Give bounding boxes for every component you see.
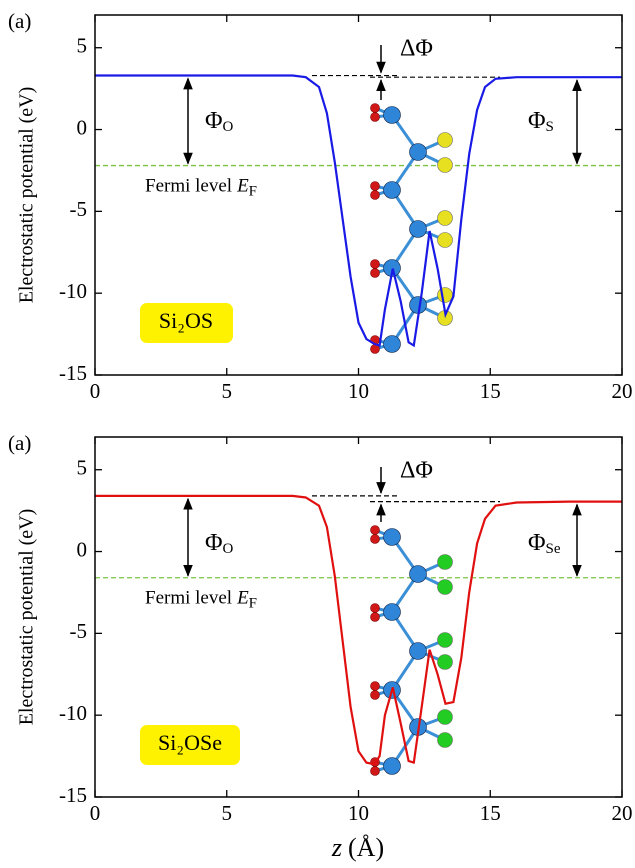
oxygen-atom: [370, 766, 380, 776]
phi-left-label-symbol: Φ: [205, 108, 223, 134]
x-tick-label: 10: [348, 801, 369, 825]
y-axis-label: Electrostatic potential (eV): [16, 87, 38, 304]
x-tick-label: 0: [90, 801, 101, 825]
phi-right-label-sub: S: [546, 119, 554, 135]
molecule: [370, 525, 453, 776]
phi-right-label-symbol: Φ: [528, 530, 546, 556]
oxygen-atom: [370, 103, 380, 113]
oxygen-atom: [370, 259, 380, 269]
y-tick-label: -10: [59, 279, 87, 303]
oxygen-atom: [370, 525, 380, 535]
sample-label-box: [140, 725, 240, 765]
phi-left-label-symbol: Φ: [205, 530, 223, 556]
fermi-label-sub: F: [249, 596, 257, 612]
silicon-atom: [409, 143, 427, 161]
sample-label: Si₂OS: [159, 308, 213, 333]
silicon-atom: [383, 335, 401, 353]
oxygen-atom: [370, 534, 380, 544]
x-tick-label: 15: [480, 801, 501, 825]
fermi-label-symbol: E: [236, 176, 249, 197]
silicon-atom: [409, 642, 427, 660]
fermi-label-text: Fermi level: [145, 176, 232, 197]
y-tick-label: 0: [77, 537, 88, 561]
y-tick-label: -15: [59, 361, 87, 385]
x-tick-label: 0: [90, 379, 101, 403]
chalcogen-atom: [437, 132, 453, 148]
oxygen-atom: [370, 603, 380, 613]
panel-label: (a): [8, 431, 31, 455]
panel-label: (a): [8, 9, 31, 33]
fermi-label-text: Fermi level: [145, 588, 232, 609]
phi-left-label-sub: O: [223, 119, 234, 135]
oxygen-atom: [370, 190, 380, 200]
y-tick-label: 5: [77, 456, 88, 480]
oxygen-atom: [370, 681, 380, 691]
chalcogen-atom: [437, 232, 453, 248]
x-tick-label: 20: [612, 379, 633, 403]
silicon-atom: [383, 181, 401, 199]
chalcogen-atom: [437, 579, 453, 595]
silicon-atom: [383, 757, 401, 775]
potential-curve: [95, 494, 622, 766]
potential-curve: [95, 74, 622, 348]
y-tick-label: -5: [70, 197, 88, 221]
y-tick-label: 5: [77, 34, 88, 58]
y-tick-label: -5: [70, 619, 88, 643]
chalcogen-atom: [437, 709, 453, 725]
x-axis-label-symbol: z: [331, 833, 342, 862]
fermi-label: Fermi level EF: [145, 588, 257, 612]
fermi-label-symbol: E: [236, 588, 249, 609]
chalcogen-atom: [437, 732, 453, 748]
sample-label-box: [140, 303, 233, 343]
phi-left-label: ΦO: [205, 530, 234, 558]
chalcogen-atom: [437, 654, 453, 670]
chalcogen-atom: [437, 632, 453, 648]
molecule: [370, 103, 453, 354]
fermi-label-sub: F: [249, 184, 257, 200]
silicon-atom: [409, 220, 427, 238]
silicon-atom: [383, 106, 401, 124]
oxygen-atom: [370, 690, 380, 700]
chalcogen-atom: [437, 157, 453, 173]
y-tick-label: -10: [59, 701, 87, 725]
oxygen-atom: [370, 268, 380, 278]
silicon-atom: [409, 565, 427, 583]
y-tick-label: -15: [59, 783, 87, 807]
y-tick-label: 0: [77, 115, 88, 139]
y-axis-label: Electrostatic potential (eV): [16, 509, 38, 726]
silicon-atom: [383, 603, 401, 621]
chalcogen-atom: [437, 287, 453, 303]
phi-right-label: ΦS: [528, 108, 554, 136]
oxygen-atom: [370, 612, 380, 622]
sample-label: Si₂OSe: [158, 730, 222, 755]
oxygen-atom: [370, 181, 380, 191]
x-tick-label: 5: [222, 379, 233, 403]
chalcogen-atom: [437, 210, 453, 226]
phi-right-label: ΦSe: [528, 530, 561, 558]
phi-left-label-sub: O: [223, 541, 234, 557]
phi-right-label-symbol: Φ: [528, 108, 546, 134]
x-tick-label: 20: [612, 801, 633, 825]
x-tick-label: 10: [348, 379, 369, 403]
delta-label: ΔΦ: [400, 36, 433, 62]
x-axis-label-unit: (Å): [348, 833, 384, 862]
x-axis-label: z (Å): [331, 833, 384, 862]
chalcogen-atom: [437, 554, 453, 570]
oxygen-atom: [370, 112, 380, 122]
phi-left-label: ΦO: [205, 108, 234, 136]
phi-right-label-sub: Se: [546, 541, 561, 557]
silicon-atom: [383, 528, 401, 546]
x-tick-label: 15: [480, 379, 501, 403]
fermi-label: Fermi level EF: [145, 176, 257, 200]
x-tick-label: 5: [222, 801, 233, 825]
delta-label: ΔΦ: [400, 458, 433, 484]
